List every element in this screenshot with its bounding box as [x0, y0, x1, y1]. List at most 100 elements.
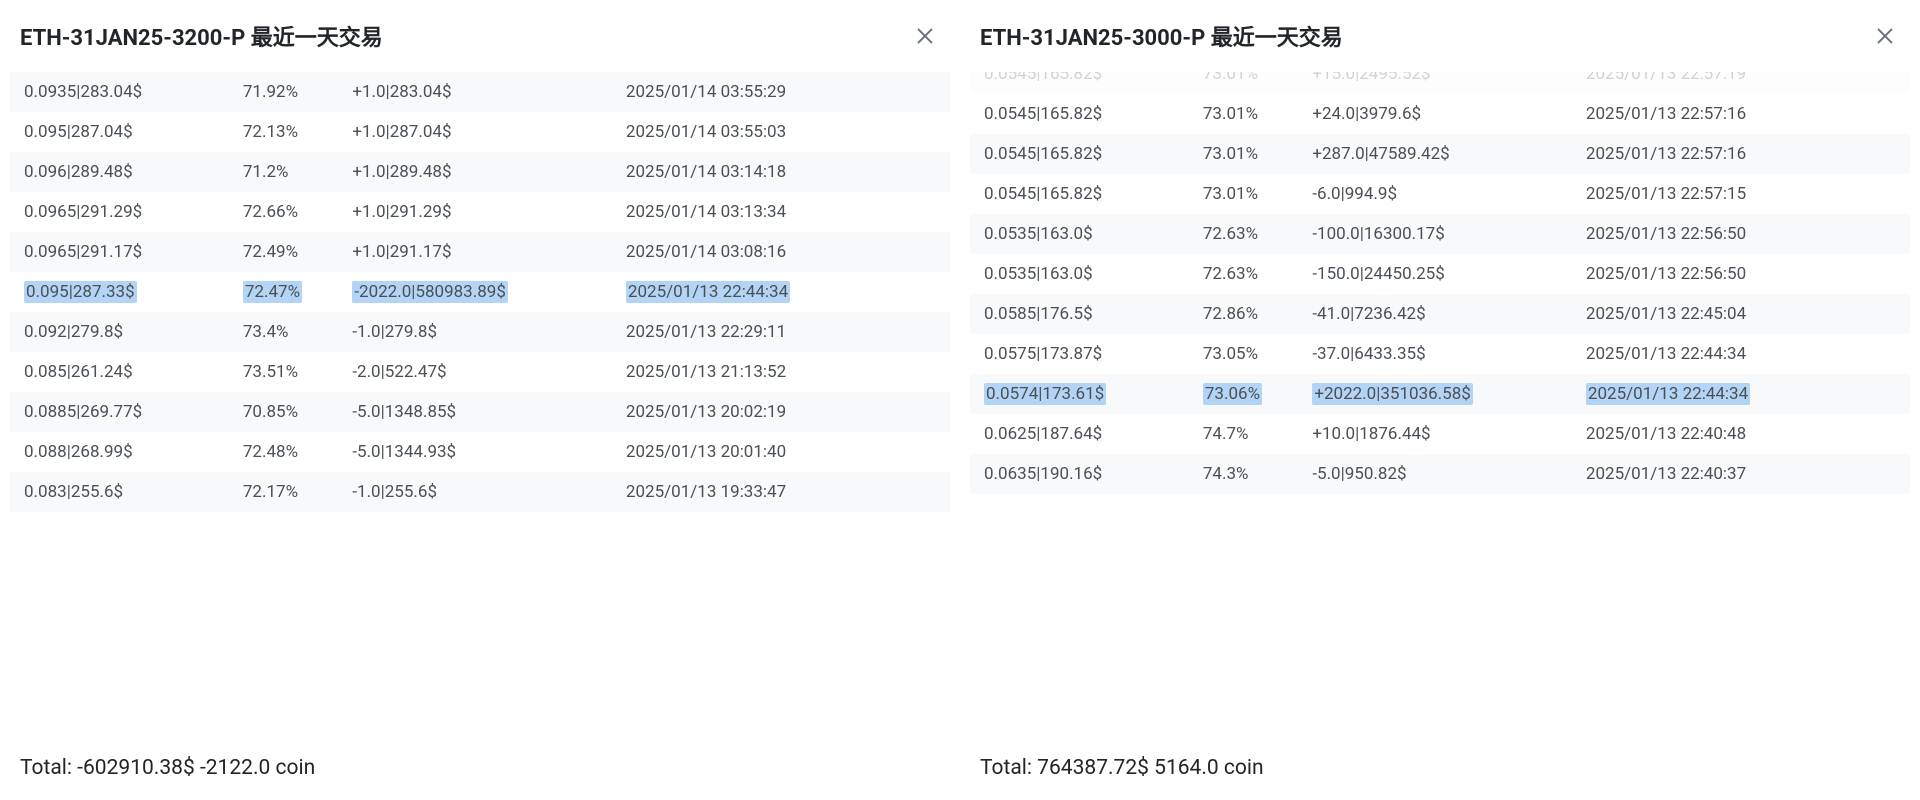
table-row[interactable]: 0.095|287.33$72.47%-2022.0|580983.89$202… [10, 272, 950, 312]
cell-pct: 74.3% [1203, 464, 1312, 484]
table-row[interactable]: 0.088|268.99$72.48%-5.0|1344.93$2025/01/… [10, 432, 950, 472]
cell-time: 2025/01/13 22:56:50 [1586, 224, 1896, 244]
cell-price: 0.095|287.33$ [24, 282, 243, 302]
cell-amount: +10.0|1876.44$ [1312, 424, 1586, 444]
cell-price: 0.0535|163.0$ [984, 224, 1203, 244]
table-row[interactable]: 0.083|255.6$72.17%-1.0|255.6$2025/01/13 … [10, 472, 950, 512]
cell-time: 2025/01/13 22:57:16 [1586, 144, 1896, 164]
cell-time: 2025/01/13 22:45:04 [1586, 304, 1896, 324]
table-row[interactable]: 0.096|289.48$71.2%+1.0|289.48$2025/01/14… [10, 152, 950, 192]
cell-pct: 70.85% [243, 402, 352, 422]
table-row[interactable]: 0.0575|173.87$73.05%-37.0|6433.35$2025/0… [970, 334, 1910, 374]
cell-time: 2025/01/13 22:40:48 [1586, 424, 1896, 444]
cell-price: 0.083|255.6$ [24, 482, 243, 502]
table-row[interactable]: 0.0574|173.61$73.06%+2022.0|351036.58$20… [970, 374, 1910, 414]
cell-pct: 72.49% [243, 242, 352, 262]
cell-time: 2025/01/13 22:44:34 [626, 282, 936, 302]
cell-amount: +15.0|2495.52$ [1312, 72, 1586, 84]
cell-time: 2025/01/14 03:55:03 [626, 122, 936, 142]
table-row[interactable]: 0.095|287.04$72.13%+1.0|287.04$2025/01/1… [10, 112, 950, 152]
cell-time: 2025/01/13 22:56:50 [1586, 264, 1896, 284]
cell-pct: 73.01% [1203, 144, 1312, 164]
cell-price: 0.0585|176.5$ [984, 304, 1203, 324]
table-row[interactable]: 0.0535|163.0$72.63%-100.0|16300.17$2025/… [970, 214, 1910, 254]
close-button[interactable] [1870, 21, 1900, 51]
cell-amount: -2.0|522.47$ [352, 362, 626, 382]
panel-footer-total: Total: -602910.38$ -2122.0 coin [10, 736, 950, 780]
table-row[interactable]: 0.092|279.8$73.4%-1.0|279.8$2025/01/13 2… [10, 312, 950, 352]
table-row[interactable]: 0.0885|269.77$70.85%-5.0|1348.85$2025/01… [10, 392, 950, 432]
cell-pct: 71.2% [243, 162, 352, 182]
table-row[interactable]: 0.0635|190.16$74.3%-5.0|950.82$2025/01/1… [970, 454, 1910, 494]
cell-price: 0.0574|173.61$ [984, 384, 1203, 404]
table-row[interactable]: 0.0545|165.82$73.01%+24.0|3979.6$2025/01… [970, 94, 1910, 134]
cell-price: 0.0965|291.17$ [24, 242, 243, 262]
cell-price: 0.0635|190.16$ [984, 464, 1203, 484]
close-icon [914, 25, 936, 47]
cell-amount: -5.0|1344.93$ [352, 442, 626, 462]
table-row[interactable]: 0.0545|165.82$73.01%-6.0|994.9$2025/01/1… [970, 174, 1910, 214]
cell-amount: -41.0|7236.42$ [1312, 304, 1586, 324]
cell-amount: -2022.0|580983.89$ [352, 282, 626, 302]
cell-time: 2025/01/13 22:57:16 [1586, 104, 1896, 124]
table-row[interactable]: 0.085|261.24$73.51%-2.0|522.47$2025/01/1… [10, 352, 950, 392]
panel-title: ETH-31JAN25-3200-P 最近一天交易 [20, 20, 383, 52]
trade-table: 0.0935|283.04$71.92%+1.0|283.04$2025/01/… [10, 72, 950, 736]
cell-pct: 72.47% [243, 282, 352, 302]
cell-price: 0.0965|291.29$ [24, 202, 243, 222]
cell-amount: +1.0|291.17$ [352, 242, 626, 262]
trade-panel-left: ETH-31JAN25-3200-P 最近一天交易 0.0935|283.04$… [0, 0, 960, 800]
panel-header: ETH-31JAN25-3000-P 最近一天交易 [970, 20, 1910, 72]
cell-amount: -100.0|16300.17$ [1312, 224, 1586, 244]
cell-pct: 74.7% [1203, 424, 1312, 444]
cell-amount: +1.0|291.29$ [352, 202, 626, 222]
cell-time: 2025/01/13 22:57:19 [1586, 72, 1896, 84]
table-row[interactable]: 0.0545|165.82$73.01%+15.0|2495.52$2025/0… [970, 72, 1910, 94]
cell-amount: -5.0|950.82$ [1312, 464, 1586, 484]
cell-price: 0.092|279.8$ [24, 322, 243, 342]
cell-price: 0.0535|163.0$ [984, 264, 1203, 284]
trade-table: 0.0545|165.82$73.01%+15.0|2495.52$2025/0… [970, 72, 1910, 736]
cell-price: 0.0545|165.82$ [984, 72, 1203, 84]
cell-amount: +1.0|289.48$ [352, 162, 626, 182]
cell-pct: 73.06% [1203, 384, 1312, 404]
cell-pct: 73.01% [1203, 184, 1312, 204]
cell-amount: +24.0|3979.6$ [1312, 104, 1586, 124]
cell-time: 2025/01/13 22:44:34 [1586, 384, 1896, 404]
cell-amount: +1.0|287.04$ [352, 122, 626, 142]
cell-time: 2025/01/13 19:33:47 [626, 482, 936, 502]
table-row[interactable]: 0.0535|163.0$72.63%-150.0|24450.25$2025/… [970, 254, 1910, 294]
panel-title: ETH-31JAN25-3000-P 最近一天交易 [980, 20, 1343, 52]
cell-amount: +2022.0|351036.58$ [1312, 384, 1586, 404]
table-row[interactable]: 0.0585|176.5$72.86%-41.0|7236.42$2025/01… [970, 294, 1910, 334]
cell-pct: 72.17% [243, 482, 352, 502]
table-row[interactable]: 0.0965|291.29$72.66%+1.0|291.29$2025/01/… [10, 192, 950, 232]
trade-panel-right: ETH-31JAN25-3000-P 最近一天交易 0.0545|165.82$… [960, 0, 1920, 800]
cell-time: 2025/01/14 03:14:18 [626, 162, 936, 182]
cell-amount: +287.0|47589.42$ [1312, 144, 1586, 164]
cell-time: 2025/01/14 03:08:16 [626, 242, 936, 262]
table-row[interactable]: 0.0965|291.17$72.49%+1.0|291.17$2025/01/… [10, 232, 950, 272]
cell-amount: -5.0|1348.85$ [352, 402, 626, 422]
table-row[interactable]: 0.0935|283.04$71.92%+1.0|283.04$2025/01/… [10, 72, 950, 112]
cell-amount: -1.0|255.6$ [352, 482, 626, 502]
panel-header: ETH-31JAN25-3200-P 最近一天交易 [10, 20, 950, 72]
cell-pct: 72.86% [1203, 304, 1312, 324]
table-row[interactable]: 0.0625|187.64$74.7%+10.0|1876.44$2025/01… [970, 414, 1910, 454]
cell-time: 2025/01/13 22:40:37 [1586, 464, 1896, 484]
cell-time: 2025/01/13 20:01:40 [626, 442, 936, 462]
cell-amount: -6.0|994.9$ [1312, 184, 1586, 204]
table-row[interactable]: 0.0545|165.82$73.01%+287.0|47589.42$2025… [970, 134, 1910, 174]
cell-price: 0.0545|165.82$ [984, 144, 1203, 164]
cell-price: 0.088|268.99$ [24, 442, 243, 462]
cell-pct: 72.13% [243, 122, 352, 142]
close-button[interactable] [910, 21, 940, 51]
panel-footer-total: Total: 764387.72$ 5164.0 coin [970, 736, 1910, 780]
cell-pct: 73.01% [1203, 104, 1312, 124]
cell-amount: -1.0|279.8$ [352, 322, 626, 342]
cell-pct: 72.63% [1203, 264, 1312, 284]
cell-price: 0.0935|283.04$ [24, 82, 243, 102]
cell-amount: -150.0|24450.25$ [1312, 264, 1586, 284]
cell-time: 2025/01/13 22:44:34 [1586, 344, 1896, 364]
cell-price: 0.0625|187.64$ [984, 424, 1203, 444]
